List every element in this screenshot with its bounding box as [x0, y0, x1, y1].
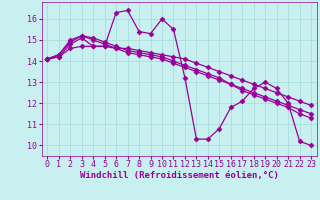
X-axis label: Windchill (Refroidissement éolien,°C): Windchill (Refroidissement éolien,°C)	[80, 171, 279, 180]
